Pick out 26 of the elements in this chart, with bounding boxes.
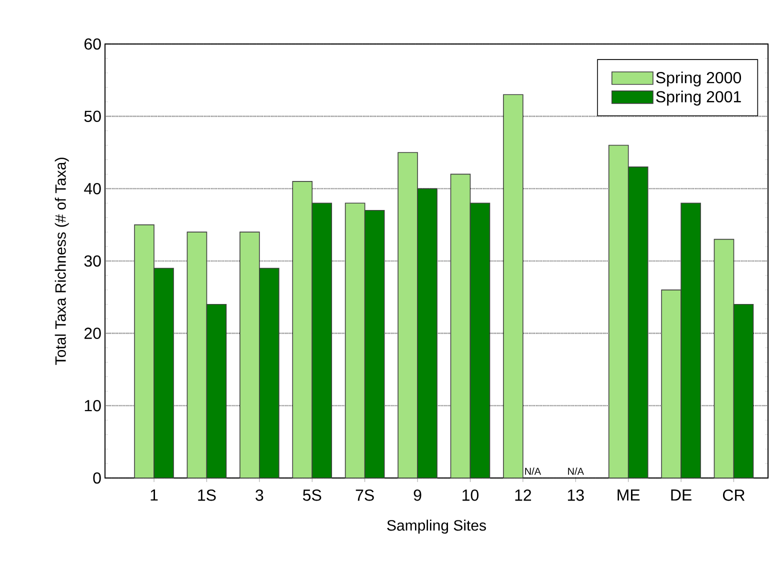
x-tick-label: 9 xyxy=(414,490,422,501)
y-tick-label: 50 xyxy=(84,110,101,122)
x-tick-label: ME xyxy=(618,490,640,501)
x-tick-label: 1 xyxy=(150,490,158,501)
y-tick-label: 20 xyxy=(84,328,101,339)
annotation: N/A xyxy=(525,467,542,475)
x-tick-label: 7S xyxy=(356,490,374,501)
y-axis-title: Total Taxa Richness (# of Taxa) xyxy=(54,158,69,365)
y-tick-label: 60 xyxy=(84,38,101,50)
x-tick-label: 5S xyxy=(302,490,322,501)
y-tick-label: 10 xyxy=(84,400,101,412)
annotation: N/A xyxy=(568,467,584,475)
legend-label: Spring 2001 xyxy=(656,90,741,106)
x-tick-label: 3 xyxy=(256,490,264,501)
legend-label: Spring 2000 xyxy=(656,72,742,86)
bar xyxy=(503,94,524,478)
x-tick-label: 12 xyxy=(515,490,532,501)
x-axis-title: Sampling Sites xyxy=(387,520,486,534)
x-tick-label: CR xyxy=(723,490,745,501)
y-tick-label: 0 xyxy=(93,472,101,484)
x-tick-label: 13 xyxy=(568,490,584,501)
x-tick-label: 10 xyxy=(462,490,479,501)
y-tick-label: 30 xyxy=(84,255,101,267)
y-tick-label: 40 xyxy=(84,183,101,194)
x-tick-label: DE xyxy=(671,490,692,501)
x-tick-label: 1S xyxy=(198,490,216,501)
